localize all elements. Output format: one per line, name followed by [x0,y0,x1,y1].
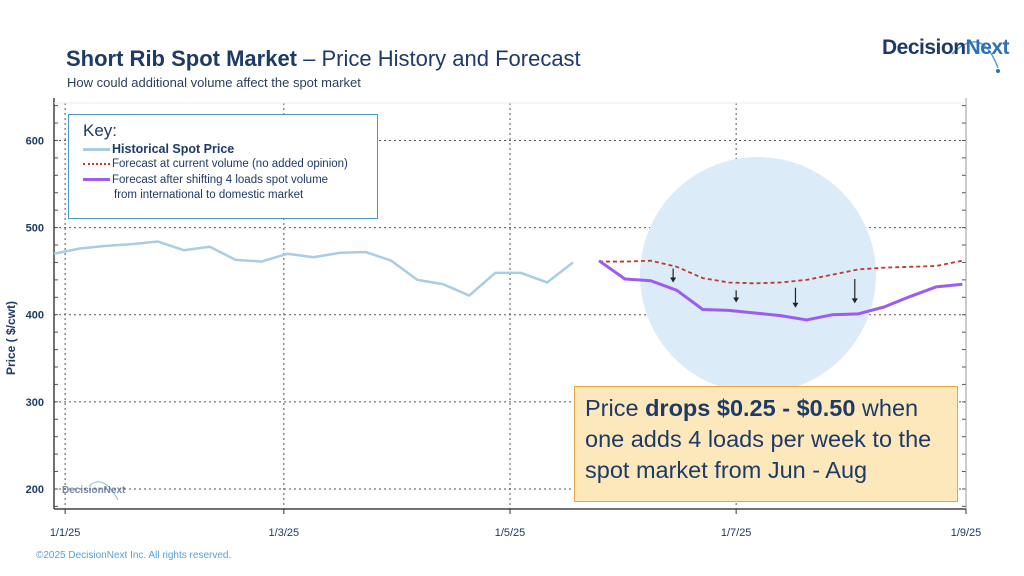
logo-swoosh-icon [951,41,1000,73]
y-axis-label: Price ( $/cwt) [4,300,18,376]
down-arrow-icon [733,297,740,303]
y-tick-label: 400 [26,310,44,322]
watermark-logo: DecisionNext [62,476,132,506]
y-tick-label: 300 [26,397,44,409]
page-subtitle: How could additional volume affect the s… [67,75,361,90]
y-tick-label: 500 [26,223,44,235]
legend: Key: Historical Spot Price Forecast at c… [68,114,378,219]
y-tick-label: 200 [26,484,44,496]
series-group [53,240,963,322]
legend-title: Key: [83,121,118,140]
x-tick-label: 1/1/25 [50,527,81,539]
series-line-0 [53,240,574,297]
annotation-arrows [670,268,858,308]
down-arrow-icon [851,298,858,304]
legend-item-forecast-shifted-line2: from international to domestic market [114,189,304,201]
down-arrow-icon [670,277,677,283]
tick-labels: 200 300 400 500 600 1/1/25 1/3/25 1/5/25 1/7/25 1… [26,135,982,539]
page-title: Short Rib Spot Market – Price History an… [66,46,581,71]
callout-box: Price drops $0.25 - $0.50 when one adds … [574,386,958,502]
legend-swatch [83,162,110,165]
legend-item-forecast-current: Forecast at current volume (no added opi… [83,158,348,170]
x-tick-label: 1/7/25 [721,527,752,539]
legend-item-forecast-shifted: Forecast after shifting 4 loads spot vol… [83,174,328,186]
x-tick-label: 1/3/25 [269,527,300,539]
legend-swatch [83,178,110,182]
axes [53,98,967,514]
legend-swatch [83,148,110,152]
decisionnext-logo: DecisionNext [882,32,1012,77]
highlight-circle [640,157,876,393]
x-tick-label: 1/9/25 [951,527,982,539]
down-arrow-icon [792,302,799,308]
y-tick-label: 600 [26,135,44,147]
x-tick-label: 1/5/25 [495,527,526,539]
copyright: ©2025 DecisionNext Inc. All rights reser… [36,550,232,561]
legend-item-historical: Historical Spot Price [83,142,234,156]
